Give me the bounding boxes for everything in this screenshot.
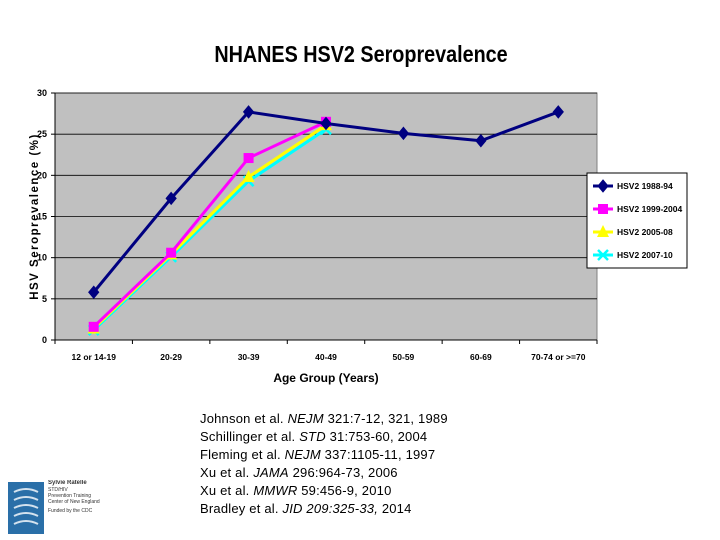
reference-2: Fleming et al. NEJM 337:1105-11, 1997 [200,447,436,462]
legend-label: HSV2 1988-94 [617,181,673,191]
reference-4: Xu et al. MMWR 59:456-9, 2010 [200,483,392,498]
data-point [552,105,564,119]
data-point [166,247,177,258]
reference-5: Bradley et al. JID 209:325-33, 2014 [200,501,412,516]
x-tick-label: 20-29 [160,352,182,362]
logo-line-3: Center of New England [48,499,100,505]
reference-1: Schillinger et al. STD 31:753-60, 2004 [200,429,428,444]
x-axis-label: Age Group (Years) [273,371,378,385]
chart-title: NHANES HSV2 Seroprevalence [214,42,507,68]
logo-line-0: Sylvie Ratelle [48,480,87,486]
logo-line-2: Prevention Training [48,493,92,499]
y-tick-label: 25 [37,129,47,139]
data-point [242,105,255,119]
logo-line-1: STD/HIV [48,487,68,493]
data-point [320,116,332,131]
y-tick-label: 5 [42,294,47,304]
y-tick-label: 0 [42,335,47,345]
data-point [597,179,609,193]
reference-3: Xu et al. JAMA 296:964-73, 2006 [200,465,398,480]
data-point [598,204,608,214]
y-tick-label: 15 [37,212,47,222]
data-point [475,133,487,148]
x-tick-label: 40-49 [315,352,337,362]
series-line [92,120,327,328]
legend-label: HSV2 1999-2004 [617,204,682,214]
logo-mark-icon [8,482,44,534]
data-point [243,153,254,164]
data-point [242,169,255,182]
organization-logo: Sylvie Ratelle STD/HIV Prevention Traini… [8,480,110,536]
x-tick-label: 70-74 or >=70 [531,352,586,362]
logo-subtext: Funded by the CDC [48,508,93,514]
legend-label: HSV2 2007-10 [617,250,673,260]
data-point [88,321,99,332]
data-point [397,126,410,141]
y-tick-label: 10 [37,253,47,263]
y-tick-label: 20 [37,170,47,180]
reference-list: Johnson et al. NEJM 321:7-12, 321, 1989 … [200,410,448,518]
x-tick-label: 50-59 [393,352,415,362]
data-point [88,285,100,300]
reference-0: Johnson et al. NEJM 321:7-12, 321, 1989 [200,411,448,426]
y-tick-label: 30 [37,88,47,98]
data-point [597,249,609,261]
x-tick-label: 60-69 [470,352,492,362]
series-hsv2-1988-94 [88,105,564,300]
y-axis-label: HSV Seroprevalence (%) [29,133,41,300]
data-point [165,191,177,206]
x-tick-label: 12 or 14-19 [72,352,117,362]
data-point [597,225,609,237]
logo-text: Sylvie Ratelle STD/HIV Prevention Traini… [48,480,110,514]
legend-label: HSV2 2005-08 [617,227,673,237]
x-tick-label: 30-39 [238,352,260,362]
legend: HSV2 1988-94 HSV2 1999-2004 HSV2 2005-08 HS… [586,172,688,269]
